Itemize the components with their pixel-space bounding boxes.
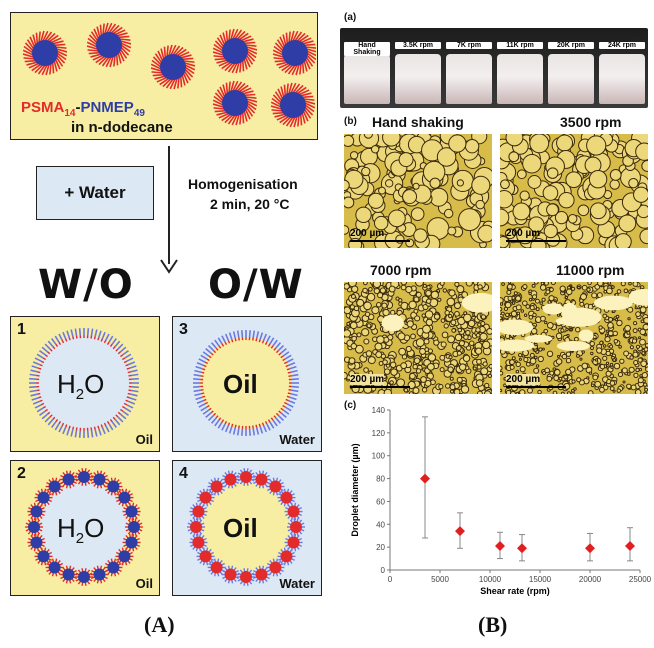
cell-center-label: H2O: [57, 513, 105, 548]
micrograph-11000: 200 µm: [500, 282, 648, 394]
micrograph-7000: 200 µm: [344, 282, 492, 394]
cell-number: 3: [179, 321, 188, 338]
cell-phase-label: Water: [279, 432, 315, 447]
water-box: + Water: [36, 166, 154, 220]
bottle-label: 3.5K rpm: [395, 42, 441, 49]
solvent-label: in n-dodecane: [71, 119, 173, 136]
ow-heading: O/W: [208, 262, 304, 308]
y-tick-label: 80: [376, 475, 385, 484]
emulsion-cell-4: 4 Oil Water: [172, 460, 322, 596]
x-tick-label: 5000: [431, 575, 449, 584]
x-tick-label: 25000: [629, 575, 652, 584]
subpanel-c-label: (c): [344, 400, 357, 411]
droplet-size-chart: 0 20 40 60 80 100 120 140 0 5000 10000 15000 20000 25…: [350, 406, 652, 596]
arrow-head-icon: [160, 259, 178, 274]
cell-phase-label: Water: [279, 576, 315, 591]
bottle: 3.5K rpm: [395, 42, 441, 104]
micelle-icon: [150, 44, 196, 90]
x-tick-label: 15000: [529, 575, 552, 584]
micro-title-2: 3500 rpm: [560, 114, 622, 130]
subpanel-b-label: (b): [344, 116, 357, 127]
bottle: 24K rpm: [599, 42, 645, 104]
micelle-box: PSMA14-PNMEP49 in n-dodecane: [10, 12, 318, 140]
data-point: [517, 543, 527, 554]
cell-phase-label: Oil: [135, 576, 153, 591]
data-point: [455, 526, 465, 537]
y-tick-label: 20: [376, 543, 385, 552]
y-tick-label: 60: [376, 497, 385, 506]
micrograph-hand-shaking: 200 µm: [344, 134, 492, 248]
cell-center-label: H2O: [57, 369, 105, 404]
micelle-icon: [270, 82, 316, 128]
bottle: Hand Shaking: [344, 42, 390, 104]
micelle-icon: [86, 22, 132, 68]
emulsion-cell-3: 3 Oil Water: [172, 316, 322, 452]
y-tick-label: 0: [381, 566, 386, 575]
micro-title-4: 11000 rpm: [556, 262, 625, 278]
y-tick-label: 100: [372, 452, 386, 461]
data-point: [420, 473, 430, 484]
x-tick-label: 20000: [579, 575, 602, 584]
homogenisation-label: Homogenisation: [188, 176, 298, 192]
bottle: 11K rpm: [497, 42, 543, 104]
micrograph-3500: 200 µm: [500, 134, 648, 248]
micelle-icon: [272, 30, 316, 76]
data-point: [625, 541, 635, 551]
cell-number: 1: [17, 321, 26, 338]
panel-b-label: (B): [478, 612, 508, 637]
process-arrow: [168, 146, 170, 264]
subpanel-a-label: (a): [344, 12, 357, 23]
data-point: [495, 541, 505, 551]
x-tick-label: 10000: [479, 575, 502, 584]
emulsion-cell-1: 1 H2O Oil: [10, 316, 160, 452]
bottle-label: 24K rpm: [599, 42, 645, 49]
bottle: 20K rpm: [548, 42, 594, 104]
cell-number: 4: [179, 465, 188, 482]
y-tick-label: 120: [372, 429, 386, 438]
emulsion-cell-2: 2 H2O Oil: [10, 460, 160, 596]
bottle-label: 20K rpm: [548, 42, 594, 49]
y-axis-label: Droplet diameter (µm): [350, 443, 360, 536]
polymer-name: PSMA14-PNMEP49: [21, 99, 145, 119]
wo-heading: W/O: [38, 262, 134, 308]
y-tick-label: 140: [372, 406, 386, 415]
bottle-label: 7K rpm: [446, 42, 492, 49]
bottle-label: 11K rpm: [497, 42, 543, 49]
micro-title-3: 7000 rpm: [370, 262, 432, 278]
cell-center-label: Oil: [223, 369, 258, 399]
micelle-icon: [22, 30, 68, 76]
bottle: 7K rpm: [446, 42, 492, 104]
micelle-icon: [212, 80, 258, 126]
micro-title-1: Hand shaking: [372, 114, 464, 130]
bottle-label: Hand Shaking: [344, 42, 390, 56]
cell-phase-label: Oil: [135, 432, 153, 447]
cell-number: 2: [17, 465, 26, 482]
y-tick-label: 40: [376, 520, 385, 529]
data-point: [585, 543, 595, 554]
micelle-illustration: [22, 22, 316, 128]
homogenisation-conditions: 2 min, 20 °C: [210, 196, 290, 212]
micelle-icon: [212, 28, 258, 74]
x-axis-label: Shear rate (rpm): [480, 586, 550, 596]
x-tick-label: 0: [388, 575, 393, 584]
panel-a-label: (A): [144, 612, 175, 637]
cell-center-label: Oil: [223, 513, 258, 543]
bottle-photo: Hand Shaking 3.5K rpm 7K rpm 11K rpm 20K rpm…: [340, 28, 648, 108]
